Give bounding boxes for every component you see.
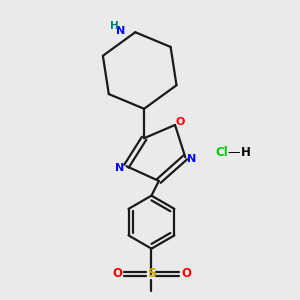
Text: O: O xyxy=(181,267,191,280)
Text: H: H xyxy=(241,146,250,159)
Text: S: S xyxy=(147,267,156,280)
Text: O: O xyxy=(112,267,122,280)
Text: N: N xyxy=(187,154,196,164)
Text: N: N xyxy=(115,163,124,173)
Text: Cl: Cl xyxy=(216,146,229,159)
Text: H: H xyxy=(110,21,119,31)
Text: N: N xyxy=(116,26,125,36)
Text: O: O xyxy=(176,117,185,127)
Text: —: — xyxy=(228,146,240,159)
